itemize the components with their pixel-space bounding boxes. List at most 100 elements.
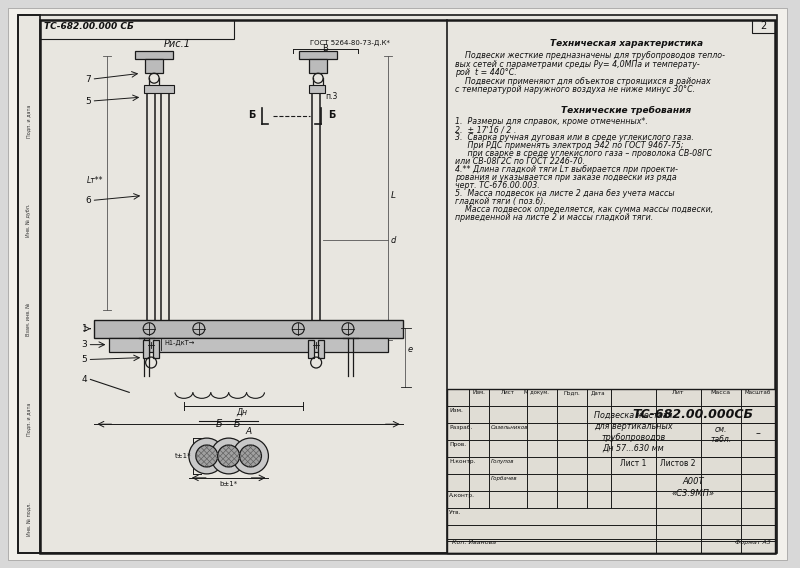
Text: L: L [390,191,396,200]
Text: рой  t = 440°С.: рой t = 440°С. [455,68,517,77]
Text: В: В [322,44,328,53]
Text: Техническая характеристика: Техническая характеристика [550,39,703,48]
Bar [447,390,775,553]
Bar [751,19,775,34]
Text: ГОСТ 5264-80-73-Д.К*: ГОСТ 5264-80-73-Д.К* [310,39,390,45]
Bar [94,320,402,338]
Text: для вертикальных: для вертикальных [594,422,673,431]
Text: Разраб.: Разраб. [450,425,473,430]
Text: с температурой наружного воздуха не ниже минус 30°С.: с температурой наружного воздуха не ниже… [455,85,695,94]
Text: Б: Б [248,110,255,120]
Text: ТС-682.00.000 СБ: ТС-682.00.000 СБ [44,22,134,31]
Text: Листов 2: Листов 2 [660,459,696,468]
Text: H1-ДкТ→: H1-ДкТ→ [164,340,194,346]
Text: Б: Б [328,110,335,120]
Text: Горбачев: Горбачев [491,476,518,481]
Text: А.контр.: А.контр. [450,493,475,498]
Text: Взам. инв. №: Взам. инв. № [26,303,31,336]
Text: трубопроводов: трубопроводов [601,433,666,442]
Bar [308,340,314,358]
Text: Дн: Дн [236,407,247,416]
Circle shape [210,438,246,474]
Text: 4: 4 [82,375,87,384]
Text: Масса подвесок определяется, как сумма массы подвески,: Масса подвесок определяется, как сумма м… [455,205,714,214]
Text: 5: 5 [82,355,87,364]
Text: Формат А3: Формат А3 [734,541,770,545]
Text: А00Т: А00Т [682,477,704,486]
Text: 1.  Размеры для справок, кроме отмеченных*.: 1. Размеры для справок, кроме отмеченных… [455,118,648,127]
Text: Пров.: Пров. [450,442,466,447]
Text: приведенной на листе 2 и массы гладкой тяги.: приведенной на листе 2 и массы гладкой т… [455,213,654,222]
Text: Дн 57...630 мм: Дн 57...630 мм [602,444,664,453]
Text: Лист 1: Лист 1 [620,459,646,468]
Text: Изм.: Изм. [473,390,486,395]
Text: 6: 6 [86,196,91,205]
Text: Инв. № подл.: Инв. № подл. [26,502,31,536]
Text: 2: 2 [761,20,766,31]
Text: При РДС применять электрод Э42 по ГОСТ 9467-75;: При РДС применять электрод Э42 по ГОСТ 9… [455,141,684,151]
Text: Масса: Масса [710,390,731,395]
Text: 7: 7 [86,75,91,83]
Text: –: – [755,428,760,438]
Text: 3.  Сварка ручная дуговая или в среде углекислого газа.: 3. Сварка ручная дуговая или в среде угл… [455,133,694,143]
Bar [145,59,163,73]
Text: п.3: п.3 [325,91,338,101]
Text: «С3.9МП»: «С3.9МП» [671,489,714,498]
Text: табл.: табл. [710,435,731,444]
Text: Подп. и дата: Подп. и дата [26,403,31,436]
Text: гладкой тяги ( поз.6).: гладкой тяги ( поз.6). [455,197,546,206]
Text: Подвески жесткие предназначены для трубопроводов тепло-: Подвески жесткие предназначены для трубо… [455,51,726,60]
Text: Голупов: Голупов [491,459,514,464]
Circle shape [196,445,218,467]
Text: Рис.1: Рис.1 [164,39,191,49]
Text: Сазельников: Сазельников [491,425,529,430]
Text: Дата: Дата [591,390,606,395]
Text: или СВ-08Г2С по ГОСТ 2246-70.: или СВ-08Г2С по ГОСТ 2246-70. [455,157,586,166]
Bar [309,85,325,93]
Bar [135,51,173,59]
Text: Коп. Иванова: Коп. Иванова [452,541,497,545]
Circle shape [233,438,269,474]
Bar [318,340,324,358]
Text: Б – Б: Б – Б [216,419,241,429]
Text: М докум.: М докум. [525,390,550,395]
Text: вых сетей с параметрами среды Ру= 4,0МПа и температу-: вых сетей с параметрами среды Ру= 4,0МПа… [455,60,700,69]
Text: Масштаб: Масштаб [744,390,770,395]
Text: 5.  Масса подвесок на листе 2 дана без учета массы: 5. Масса подвесок на листе 2 дана без уч… [455,189,675,198]
Text: b±1*: b±1* [219,481,238,487]
Text: Лист: Лист [501,390,515,395]
Text: Подп. и дата: Подп. и дата [26,105,31,137]
Text: Технические требования: Технические требования [562,106,691,115]
Text: 4.** Длина гладкой тяги Lт выбирается при проекти-: 4.** Длина гладкой тяги Lт выбирается пр… [455,165,678,174]
Text: А: А [246,427,252,436]
Text: 2.  ± 17'16 / 2 .: 2. ± 17'16 / 2 . [455,126,517,135]
Text: Подвески применяют для объектов строящихся в районах: Подвески применяют для объектов строящих… [455,77,711,86]
Text: Лит: Лит [672,390,684,395]
Circle shape [239,445,262,467]
Bar [110,338,388,352]
Text: Н.контр.: Н.контр. [450,459,476,464]
Text: при сварке в среде углекислого газа – проволока СВ-08ГС: при сварке в среде углекислого газа – пр… [455,149,712,158]
Text: Подвеска жесткая: Подвеска жесткая [594,411,673,420]
Bar [153,340,159,358]
Text: е: е [408,345,413,354]
Text: рования и указывается при заказе подвески из ряда: рования и указывается при заказе подвеск… [455,173,677,182]
Bar [309,59,327,73]
Text: Инв. № дубл.: Инв. № дубл. [26,204,31,237]
Text: 1: 1 [82,324,87,333]
Bar [40,19,234,39]
Text: Изм.: Изм. [450,408,463,414]
Bar [299,51,337,59]
Text: Утв.: Утв. [450,509,462,515]
Text: 3: 3 [82,340,87,349]
Text: см.: см. [714,425,727,434]
Bar [144,85,174,93]
Text: черт. ТС-676.00.003.: черт. ТС-676.00.003. [455,181,540,190]
Bar [143,340,149,358]
Circle shape [189,438,225,474]
Text: d: d [390,236,396,245]
Text: 5: 5 [86,97,91,106]
Text: Lт**: Lт** [87,176,103,185]
Bar [18,15,40,553]
Text: ТС-682.00.000СБ: ТС-682.00.000СБ [633,408,754,421]
